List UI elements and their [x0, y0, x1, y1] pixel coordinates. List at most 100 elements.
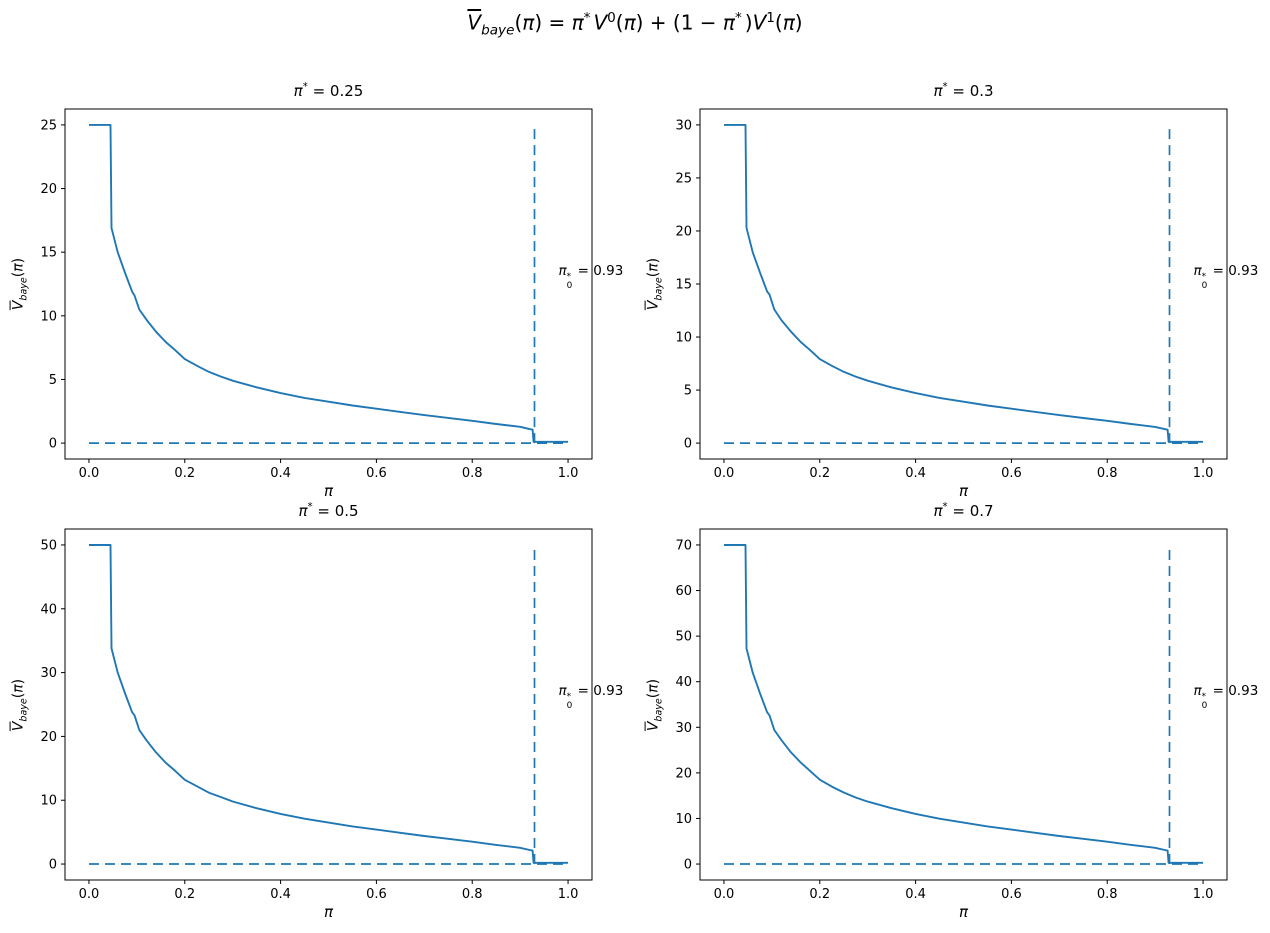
sub-sup-stack: * 0: [1202, 273, 1208, 291]
figure-title-part: π: [722, 10, 735, 35]
star-sup: *: [302, 82, 308, 93]
svg-text:10: 10: [675, 331, 692, 346]
svg-text:0.6: 0.6: [366, 887, 387, 902]
figure-title: Vbaye(π) = π* V0(π) + (1 − π*)V1(π): [467, 10, 802, 39]
svg-text:0.8: 0.8: [462, 466, 483, 481]
subplot-title-2: π* = 0.5: [298, 502, 358, 520]
svg-text:0: 0: [49, 437, 57, 452]
svg-text:5: 5: [684, 384, 692, 399]
svg-text:0.0: 0.0: [714, 887, 735, 902]
svg-text:1.0: 1.0: [558, 466, 579, 481]
paren: (: [10, 271, 27, 278]
svg-text:0.8: 0.8: [462, 887, 483, 902]
y-axis-label-3: Vbaye(π): [646, 678, 665, 730]
svg-text:20: 20: [675, 224, 692, 239]
svg-text:50: 50: [675, 630, 692, 645]
figure-title-part: V: [593, 10, 608, 35]
paren: ): [645, 678, 662, 684]
subplot-title-0: π* = 0.25: [294, 82, 364, 100]
svg-text:0.0: 0.0: [714, 466, 735, 481]
paren: (: [645, 271, 662, 278]
pi-symbol: π: [1193, 263, 1202, 280]
svg-text:0: 0: [49, 858, 57, 873]
pi-star-value: 0.3: [969, 82, 994, 100]
svg-text:70: 70: [675, 538, 692, 553]
svg-text:40: 40: [40, 602, 57, 617]
star-sup: *: [942, 502, 948, 513]
y-axis-label-2: Vbaye(π): [11, 678, 30, 730]
svg-text:0.6: 0.6: [366, 466, 387, 481]
svg-text:0.2: 0.2: [174, 887, 195, 902]
star-sup: *: [1201, 272, 1207, 283]
pi0-annotation-2: π * 0 = 0.93: [559, 684, 624, 712]
v-symbol: V: [10, 300, 27, 311]
equals: =: [573, 683, 594, 700]
equals: =: [307, 82, 330, 100]
pi-symbol: π: [10, 683, 27, 693]
x-axis-label-1: π: [958, 482, 969, 500]
figure-title-part: V: [467, 10, 482, 35]
subplot-title-3: π* = 0.7: [933, 502, 993, 520]
pi-symbol: π: [933, 82, 943, 100]
svg-text:20: 20: [40, 182, 57, 197]
svg-text:0.2: 0.2: [174, 466, 195, 481]
svg-text:0.6: 0.6: [1001, 887, 1022, 902]
star-sup: *: [942, 82, 948, 93]
svg-text:0.8: 0.8: [1097, 466, 1118, 481]
figure-title-part: *: [734, 10, 742, 26]
pi-symbol: π: [933, 502, 943, 520]
figure-title-part: ) + (1 −: [635, 10, 723, 35]
figure-title-part: π: [522, 10, 535, 35]
figure-title-part: 1: [766, 10, 775, 26]
y-axis-label-1: Vbaye(π): [646, 258, 665, 310]
star-sup: *: [307, 502, 313, 513]
svg-text:1.0: 1.0: [1193, 466, 1214, 481]
svg-text:10: 10: [675, 812, 692, 827]
pi-symbol: π: [293, 82, 303, 100]
equals: =: [312, 502, 335, 520]
svg-text:30: 30: [675, 721, 692, 736]
svg-text:50: 50: [40, 538, 57, 553]
figure-title-part: π: [782, 10, 795, 35]
svg-text:30: 30: [675, 118, 692, 133]
pi0-annotation-0: π * 0 = 0.93: [559, 263, 624, 291]
v-symbol: V: [645, 300, 662, 311]
paren: ): [10, 678, 27, 684]
pi0-annotation-1: π * 0 = 0.93: [1194, 263, 1259, 291]
pi-symbol: π: [558, 263, 567, 280]
v-subscript: baye: [653, 697, 665, 722]
figure-title-part: π: [571, 10, 584, 35]
pi-symbol: π: [645, 683, 662, 693]
svg-text:30: 30: [40, 666, 57, 681]
svg-text:25: 25: [675, 171, 692, 186]
svg-text:40: 40: [675, 675, 692, 690]
equals: =: [573, 263, 594, 280]
zero-sub: 0: [1201, 281, 1208, 291]
subplot-title-1: π* = 0.3: [933, 82, 993, 100]
equals: =: [947, 82, 970, 100]
v-symbol: V: [645, 721, 662, 731]
v-subscript: baye: [18, 697, 30, 722]
svg-text:10: 10: [40, 309, 57, 324]
pi-star-value: 0.5: [334, 502, 359, 520]
figure-title-part: V: [752, 10, 767, 35]
svg-text:1.0: 1.0: [558, 887, 579, 902]
equals: =: [1208, 683, 1229, 700]
y-axis-label-0: Vbaye(π): [11, 258, 30, 310]
figure-title-part: (: [615, 10, 624, 35]
svg-text:20: 20: [675, 766, 692, 781]
x-axis-label-0: π: [323, 482, 334, 500]
pi-symbol: π: [10, 263, 27, 272]
figure-title-part: ): [794, 10, 803, 35]
figure-title-part: ) =: [534, 10, 572, 35]
figure-title-part: *: [583, 10, 591, 26]
pi0-value: 0.93: [1228, 263, 1259, 280]
x-axis-label-3: π: [958, 903, 969, 921]
sub-sup-stack: * 0: [1202, 693, 1208, 712]
zero-sub: 0: [566, 281, 573, 291]
paren: ): [10, 257, 27, 264]
sub-sup-stack: * 0: [567, 273, 573, 291]
figure-title-part: ): [744, 10, 753, 35]
sub-sup-stack: * 0: [567, 693, 573, 712]
